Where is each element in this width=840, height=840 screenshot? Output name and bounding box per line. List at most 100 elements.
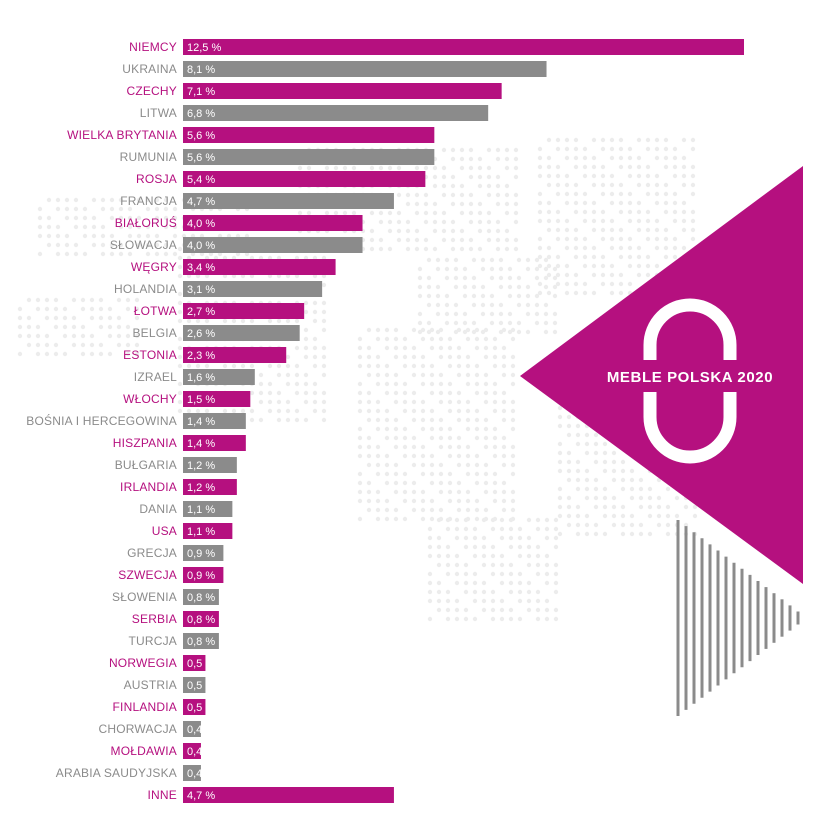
map-dot	[459, 228, 465, 234]
map-dot	[600, 164, 606, 170]
map-dot	[134, 297, 140, 303]
map-dot	[507, 266, 513, 272]
map-dot	[573, 227, 579, 233]
map-dot	[438, 390, 444, 396]
map-dot	[249, 417, 255, 423]
map-dot	[429, 516, 435, 522]
map-dot	[636, 137, 642, 143]
map-dot	[690, 137, 696, 143]
value-label: 0,5 %	[187, 680, 215, 692]
bar	[183, 633, 219, 649]
map-dot	[462, 266, 468, 272]
map-dot	[294, 381, 300, 387]
map-dot	[501, 327, 507, 333]
map-dot	[543, 329, 549, 335]
map-dot	[154, 242, 160, 248]
map-dot	[445, 562, 451, 568]
category-label: BOŚNIA I HERCEGOWINA	[26, 413, 177, 428]
map-dot	[627, 254, 633, 260]
map-dot	[231, 363, 237, 369]
map-dot	[411, 462, 417, 468]
map-dot	[627, 200, 633, 206]
map-dot	[611, 468, 617, 474]
map-dot	[438, 426, 444, 432]
map-dot	[507, 293, 513, 299]
map-dot	[312, 363, 318, 369]
category-label: ESTONIA	[123, 348, 177, 362]
map-dot	[366, 444, 372, 450]
map-dot	[276, 417, 282, 423]
map-dot	[645, 164, 651, 170]
map-dot	[609, 236, 615, 242]
map-dot	[369, 237, 375, 243]
category-label: ROSJA	[136, 172, 177, 186]
map-dot	[453, 311, 459, 317]
map-dot	[481, 553, 487, 559]
map-dot	[450, 237, 456, 243]
map-dot	[663, 137, 669, 143]
map-dot	[535, 562, 541, 568]
map-dot	[557, 459, 563, 465]
map-dot	[445, 598, 451, 604]
map-dot	[609, 218, 615, 224]
map-dot	[611, 459, 617, 465]
map-dot	[636, 182, 642, 188]
map-dot	[564, 155, 570, 161]
map-dot	[591, 218, 597, 224]
map-dot	[555, 254, 561, 260]
map-dot	[402, 489, 408, 495]
map-dot	[526, 598, 532, 604]
map-dot	[573, 146, 579, 152]
map-dot	[600, 281, 606, 287]
map-dot	[629, 522, 635, 528]
map-dot	[690, 173, 696, 179]
map-dot	[663, 164, 669, 170]
bar	[183, 479, 237, 495]
map-dot	[564, 146, 570, 152]
map-dot	[53, 315, 59, 321]
map-dot	[426, 275, 432, 281]
map-dot	[267, 408, 273, 414]
map-dot	[177, 300, 183, 306]
map-dot	[321, 309, 327, 315]
map-dot	[499, 562, 505, 568]
map-dot	[602, 504, 608, 510]
map-dot	[575, 441, 581, 447]
map-dot	[546, 227, 552, 233]
map-dot	[555, 236, 561, 242]
map-dot	[445, 517, 451, 523]
map-dot	[582, 245, 588, 251]
map-dot	[417, 275, 423, 281]
map-dot	[134, 351, 140, 357]
map-dot	[525, 329, 531, 335]
map-dot	[602, 450, 608, 456]
map-dot	[384, 381, 390, 387]
map-dot	[393, 345, 399, 351]
map-dot	[517, 580, 523, 586]
map-dot	[692, 513, 698, 519]
map-dot	[465, 399, 471, 405]
map-dot	[468, 165, 474, 171]
map-dot	[474, 345, 480, 351]
map-dot	[177, 354, 183, 360]
map-dot	[490, 598, 496, 604]
map-dot	[471, 320, 477, 326]
map-dot	[492, 336, 498, 342]
map-dot	[510, 327, 516, 333]
map-dot	[127, 206, 133, 212]
map-dot	[553, 517, 559, 523]
bar	[183, 655, 206, 671]
map-dot	[543, 302, 549, 308]
map-dot	[231, 408, 237, 414]
category-label: AUSTRIA	[124, 678, 177, 692]
map-dot	[17, 306, 23, 312]
map-dot	[544, 607, 550, 613]
map-dot	[618, 209, 624, 215]
map-dot	[411, 408, 417, 414]
map-dot	[435, 311, 441, 317]
map-dot	[600, 272, 606, 278]
map-dot	[535, 571, 541, 577]
value-label: 0,5 %	[187, 658, 215, 670]
map-dot	[537, 218, 543, 224]
map-dot	[231, 318, 237, 324]
